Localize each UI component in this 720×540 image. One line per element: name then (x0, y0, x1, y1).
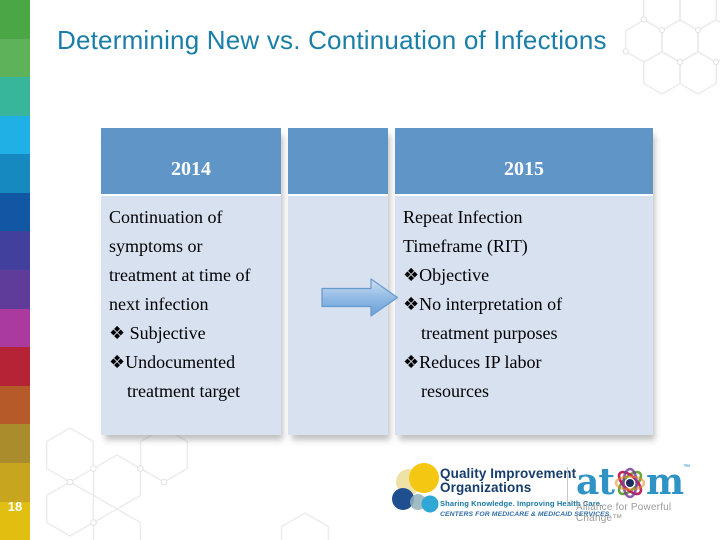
table-column-2014: 2014 Continuation of symptoms or treatme… (101, 128, 281, 435)
strip-block (0, 270, 30, 309)
right-arrow-icon (321, 278, 399, 317)
strip-block (0, 347, 30, 386)
table-cell-2014: Continuation of symptoms or treatment at… (101, 196, 281, 435)
strip-block (0, 385, 30, 425)
table-column-middle (288, 128, 388, 435)
atom-symbol-icon (614, 467, 646, 499)
qio-cms-line: CENTERS FOR MEDICARE & MEDICAID SERVICES (440, 511, 610, 518)
strip-block (0, 154, 30, 193)
qio-logo-icon (392, 463, 439, 513)
table-cell-2015: Repeat Infection Timeframe (RIT) ❖Object… (395, 196, 653, 435)
table-column-2015: 2015 Repeat Infection Timeframe (RIT) ❖O… (395, 128, 653, 435)
atom-tagline: Alliance for Powerful Change™ (576, 502, 672, 524)
strip-block (0, 424, 30, 463)
table-header-2014: 2014 (101, 128, 281, 196)
strip-block (0, 115, 30, 155)
atom-word-prefix: at (576, 461, 615, 503)
footer-divider (567, 467, 568, 505)
strip-block (0, 501, 30, 540)
table-header-2015: 2015 (395, 128, 653, 196)
strip-block (0, 308, 30, 348)
strip-block (0, 462, 30, 502)
page-number: 18 (7, 499, 23, 514)
slide-title: Determining New vs. Continuation of Infe… (57, 25, 607, 55)
color-strip (0, 0, 30, 540)
hexagon-pattern-bottom-left-icon (45, 428, 330, 540)
atom-wordmark: at m ™ (576, 462, 716, 502)
strip-block (0, 192, 30, 232)
strip-block (0, 77, 30, 116)
qio-slogan: Sharing Knowledge. Improving Health Care… (440, 499, 603, 508)
atom-trademark: ™ (683, 464, 691, 471)
atom-logo: at m ™ Alliance for Powerful Change™ (576, 462, 716, 524)
qio-logo-text: Quality Improvement Organizations Sharin… (440, 466, 610, 519)
strip-block (0, 38, 30, 78)
table-header-middle (288, 128, 388, 196)
strip-block (0, 231, 30, 271)
atom-word-suffix: m (645, 461, 684, 503)
qio-title-line2: Organizations (440, 480, 532, 495)
comparison-table: 2014 Continuation of symptoms or treatme… (101, 128, 653, 435)
qio-title-line1: Quality Improvement (440, 466, 577, 481)
hexagon-pattern-top-right-icon (622, 0, 720, 95)
strip-block (0, 0, 30, 39)
